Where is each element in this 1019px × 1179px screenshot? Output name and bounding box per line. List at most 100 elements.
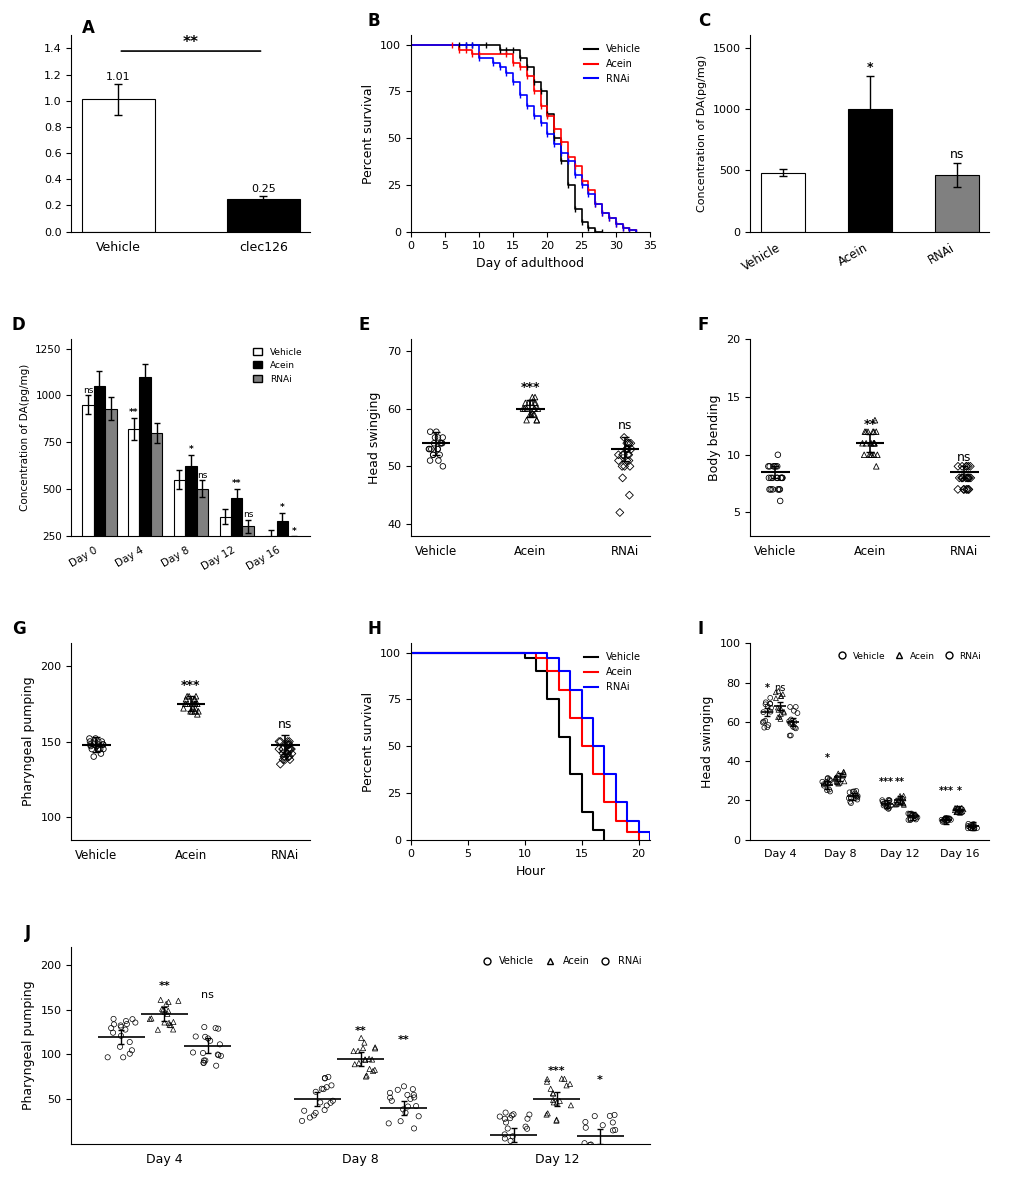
Point bbox=[183, 702, 200, 720]
Point bbox=[421, 440, 437, 459]
Point bbox=[518, 400, 534, 419]
Point bbox=[613, 457, 630, 476]
Point bbox=[182, 702, 199, 720]
Point bbox=[961, 816, 977, 835]
Point bbox=[935, 811, 952, 830]
Point bbox=[895, 786, 911, 805]
Point bbox=[582, 1135, 598, 1154]
Point bbox=[759, 457, 775, 476]
Point bbox=[519, 1119, 535, 1138]
Point bbox=[782, 698, 798, 717]
Point bbox=[367, 1038, 383, 1056]
Point bbox=[895, 796, 911, 815]
Point bbox=[539, 1069, 555, 1088]
Point bbox=[279, 732, 296, 751]
Point bbox=[399, 1098, 416, 1117]
Point bbox=[836, 772, 852, 791]
Point bbox=[406, 1088, 422, 1107]
Bar bbox=[848, 108, 891, 231]
Point bbox=[503, 1106, 520, 1125]
Text: *: * bbox=[291, 527, 296, 535]
Point bbox=[283, 739, 300, 758]
Point bbox=[769, 480, 786, 499]
Point bbox=[769, 446, 786, 465]
Point bbox=[942, 810, 958, 829]
Point bbox=[888, 795, 904, 814]
Point bbox=[562, 1095, 579, 1114]
Point bbox=[771, 492, 788, 511]
Point bbox=[545, 1093, 561, 1112]
Point bbox=[361, 1060, 377, 1079]
Point bbox=[955, 480, 971, 499]
Point bbox=[160, 1001, 176, 1020]
Point bbox=[827, 771, 844, 790]
Point bbox=[892, 791, 908, 810]
Point bbox=[496, 1129, 513, 1148]
Point bbox=[893, 792, 909, 811]
Point bbox=[324, 1092, 340, 1111]
Point bbox=[121, 1045, 138, 1063]
Point bbox=[888, 795, 904, 814]
Point bbox=[761, 694, 777, 713]
Point bbox=[315, 1080, 331, 1099]
Point bbox=[960, 817, 976, 836]
Point bbox=[521, 1105, 537, 1124]
Point bbox=[767, 689, 784, 707]
Point bbox=[895, 795, 911, 814]
Point bbox=[316, 1069, 332, 1088]
Point bbox=[949, 480, 965, 499]
Point bbox=[525, 404, 541, 423]
Point bbox=[184, 1043, 201, 1062]
Text: ns: ns bbox=[243, 509, 253, 519]
Point bbox=[274, 739, 290, 758]
Text: G: G bbox=[11, 620, 25, 638]
Point bbox=[272, 732, 288, 751]
Text: ns: ns bbox=[201, 990, 214, 1000]
Point bbox=[502, 1132, 519, 1151]
Point bbox=[767, 457, 784, 476]
Point bbox=[426, 434, 442, 453]
Point bbox=[428, 422, 444, 441]
Point bbox=[499, 1119, 516, 1138]
Point bbox=[819, 769, 836, 788]
Point bbox=[497, 1113, 514, 1132]
Point bbox=[397, 1104, 414, 1122]
Point bbox=[498, 1138, 515, 1157]
Bar bbox=[83, 99, 155, 231]
Point bbox=[175, 699, 192, 718]
X-axis label: Day of adulthood: Day of adulthood bbox=[476, 257, 584, 270]
Point bbox=[106, 1015, 122, 1034]
Point bbox=[504, 1127, 521, 1146]
Point bbox=[83, 737, 99, 756]
Text: ns: ns bbox=[949, 149, 963, 162]
Point bbox=[962, 818, 978, 837]
Point bbox=[618, 434, 634, 453]
Point bbox=[845, 782, 861, 801]
Point bbox=[434, 434, 450, 453]
Point bbox=[960, 468, 976, 487]
Point bbox=[364, 1050, 380, 1069]
Point bbox=[965, 818, 981, 837]
Point bbox=[528, 410, 544, 429]
Point bbox=[170, 992, 186, 1010]
Legend: Vehicle, Acein, RNAi: Vehicle, Acein, RNAi bbox=[580, 648, 644, 696]
Point bbox=[958, 468, 974, 487]
Point bbox=[770, 480, 787, 499]
Point bbox=[186, 694, 203, 713]
Text: ***: *** bbox=[520, 381, 540, 394]
Point bbox=[951, 803, 967, 822]
Point bbox=[782, 726, 798, 745]
Text: *: * bbox=[596, 1075, 602, 1085]
Point bbox=[212, 1035, 228, 1054]
Point bbox=[846, 784, 862, 803]
Point bbox=[422, 422, 438, 441]
Point bbox=[847, 782, 863, 801]
Point bbox=[576, 1140, 592, 1159]
Point bbox=[504, 1105, 521, 1124]
Point bbox=[772, 686, 789, 705]
Point bbox=[892, 788, 908, 806]
Point bbox=[365, 1061, 381, 1080]
X-axis label: Hour: Hour bbox=[515, 865, 545, 878]
Text: E: E bbox=[358, 316, 369, 334]
Point bbox=[888, 791, 904, 810]
